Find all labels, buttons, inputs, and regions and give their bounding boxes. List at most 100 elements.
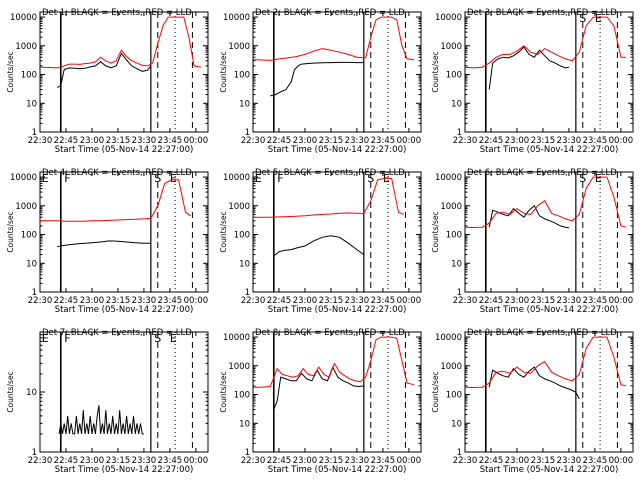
y-tick-label: 10 bbox=[239, 99, 250, 109]
x-tick-label: 23:15 bbox=[106, 456, 131, 466]
x-tick-label: 22:30 bbox=[453, 296, 478, 306]
y-tick-label: 1 bbox=[32, 128, 37, 138]
y-tick-label: 1 bbox=[457, 288, 462, 298]
series-events-line bbox=[57, 240, 151, 248]
x-tick-label: 22:30 bbox=[241, 136, 266, 146]
x-tick-label: 23:30 bbox=[345, 136, 370, 146]
x-axis-label: Start Time (05-Nov-14 22:27:00) bbox=[55, 145, 194, 155]
panel-4: Det 4: BLACK = Events, RED = LLD 22:30 22:… bbox=[6, 168, 209, 315]
x-tick-label: 23:00 bbox=[80, 136, 105, 146]
x-tick-label: 23:00 bbox=[505, 456, 530, 466]
flag-letter: E bbox=[170, 332, 177, 345]
x-axis-label: Start Time (05-Nov-14 22:27:00) bbox=[268, 305, 407, 315]
x-tick-label: 23:15 bbox=[106, 296, 131, 306]
x-tick-label: 23:45 bbox=[158, 456, 183, 466]
x-axis-label: Start Time (05-Nov-14 22:27:00) bbox=[480, 465, 619, 475]
y-tick-label: 1000 bbox=[440, 362, 462, 372]
series-lld-line bbox=[252, 16, 415, 61]
y-tick-label: 10 bbox=[451, 419, 462, 429]
panel-title: Det 1: BLACK = Events, RED = LLD bbox=[42, 8, 192, 18]
y-tick-label: 1 bbox=[32, 288, 37, 298]
x-tick-label: 22:45 bbox=[267, 136, 292, 146]
series-lld-line bbox=[253, 177, 404, 218]
y-tick-label: 100 bbox=[446, 71, 462, 81]
x-tick-label: 23:00 bbox=[80, 296, 105, 306]
y-tick-label: 10 bbox=[26, 388, 37, 398]
x-tick-label: 23:30 bbox=[345, 456, 370, 466]
x-tick-label: 23:30 bbox=[132, 136, 157, 146]
x-axis-label: Start Time (05-Nov-14 22:27:00) bbox=[268, 145, 407, 155]
flag-letter: F bbox=[277, 172, 283, 185]
x-tick-label: 23:30 bbox=[132, 456, 157, 466]
x-tick-label: 22:30 bbox=[241, 456, 266, 466]
panel-5: Det 5: BLACK = Events, RED = LLD 22:30 22:… bbox=[219, 168, 422, 315]
x-tick-label: 22:30 bbox=[28, 456, 53, 466]
panel-title: Det 6: BLACK = Events, RED = LLD bbox=[467, 168, 617, 178]
x-tick-label: 22:45 bbox=[479, 136, 504, 146]
x-axis-label: Start Time (05-Nov-14 22:27:00) bbox=[480, 305, 619, 315]
flag-letter: S bbox=[154, 172, 161, 185]
y-tick-label: 1000 bbox=[15, 42, 37, 52]
flag-letter: F bbox=[64, 332, 70, 345]
y-tick-label: 1 bbox=[32, 448, 37, 458]
y-tick-label: 10000 bbox=[10, 173, 37, 183]
panel-8: Det 8: BLACK = Events, RED = LLD 22:30 22:… bbox=[219, 328, 422, 475]
y-tick-label: 10000 bbox=[223, 173, 250, 183]
x-tick-label: 23:15 bbox=[531, 136, 556, 146]
series-lld-line bbox=[253, 336, 415, 388]
y-tick-label: 10 bbox=[451, 99, 462, 109]
x-tick-label: 23:45 bbox=[583, 456, 608, 466]
y-tick-label: 100 bbox=[234, 231, 250, 241]
x-tick-label: 23:15 bbox=[319, 296, 344, 306]
series-lld-line bbox=[464, 16, 627, 69]
flag-letter: E bbox=[255, 172, 262, 185]
series-lld-line bbox=[464, 176, 627, 229]
x-tick-label: 00:00 bbox=[397, 296, 422, 306]
x-tick-label: 23:45 bbox=[371, 296, 396, 306]
plot-frame bbox=[39, 171, 209, 293]
x-tick-label: 23:00 bbox=[80, 456, 105, 466]
x-axis-label: Start Time (05-Nov-14 22:27:00) bbox=[268, 465, 407, 475]
series-events-line bbox=[270, 61, 364, 97]
x-tick-label: 00:00 bbox=[609, 296, 634, 306]
y-axis-label: Counts/sec bbox=[6, 371, 15, 412]
x-tick-label: 23:00 bbox=[505, 296, 530, 306]
y-tick-label: 1 bbox=[245, 288, 250, 298]
series-events-line bbox=[273, 235, 365, 257]
flag-letter: S bbox=[367, 172, 374, 185]
x-tick-label: 23:45 bbox=[158, 136, 183, 146]
y-tick-label: 1 bbox=[457, 128, 462, 138]
panel-title: Det 7: BLACK = Events, RED = LLD bbox=[42, 328, 192, 338]
y-tick-label: 1000 bbox=[440, 202, 462, 212]
y-tick-label: 100 bbox=[234, 71, 250, 81]
flag-letter: E bbox=[42, 332, 49, 345]
y-tick-label: 100 bbox=[446, 231, 462, 241]
panel-title: Det 9: BLACK = Events, RED = LLD bbox=[467, 328, 617, 338]
panel-title: Det 4: BLACK = Events, RED = LLD bbox=[42, 168, 192, 178]
panel-title: Det 8: BLACK = Events, RED = LLD bbox=[255, 328, 405, 338]
y-tick-label: 10 bbox=[26, 259, 37, 269]
y-tick-label: 100 bbox=[446, 391, 462, 401]
x-tick-label: 22:45 bbox=[54, 296, 79, 306]
panel-title: Det 2: BLACK = Events, RED = LLD bbox=[255, 8, 405, 18]
x-axis-label: Start Time (05-Nov-14 22:27:00) bbox=[55, 305, 194, 315]
x-tick-label: 23:15 bbox=[319, 456, 344, 466]
y-tick-label: 100 bbox=[21, 71, 37, 81]
x-tick-label: 22:30 bbox=[28, 136, 53, 146]
y-tick-label: 100 bbox=[234, 391, 250, 401]
plot-frame bbox=[252, 11, 422, 133]
series-lld-line bbox=[464, 336, 627, 389]
y-axis-label: Counts/sec bbox=[6, 51, 15, 92]
x-tick-label: 00:00 bbox=[609, 456, 634, 466]
x-tick-label: 23:00 bbox=[505, 136, 530, 146]
x-tick-label: 22:45 bbox=[267, 456, 292, 466]
panel-2: Det 2: BLACK = Events, RED = LLD 22:30 22:… bbox=[219, 8, 422, 155]
x-axis-label: Start Time (05-Nov-14 22:27:00) bbox=[480, 145, 619, 155]
y-tick-label: 1000 bbox=[228, 362, 250, 372]
panel-title: Det 3: BLACK = Events, RED = LLD bbox=[467, 8, 617, 18]
series-events-line bbox=[488, 46, 570, 90]
flag-letter: E bbox=[42, 172, 49, 185]
y-axis-label: Counts/sec bbox=[6, 211, 15, 252]
y-tick-label: 10 bbox=[239, 419, 250, 429]
x-tick-label: 23:30 bbox=[557, 136, 582, 146]
